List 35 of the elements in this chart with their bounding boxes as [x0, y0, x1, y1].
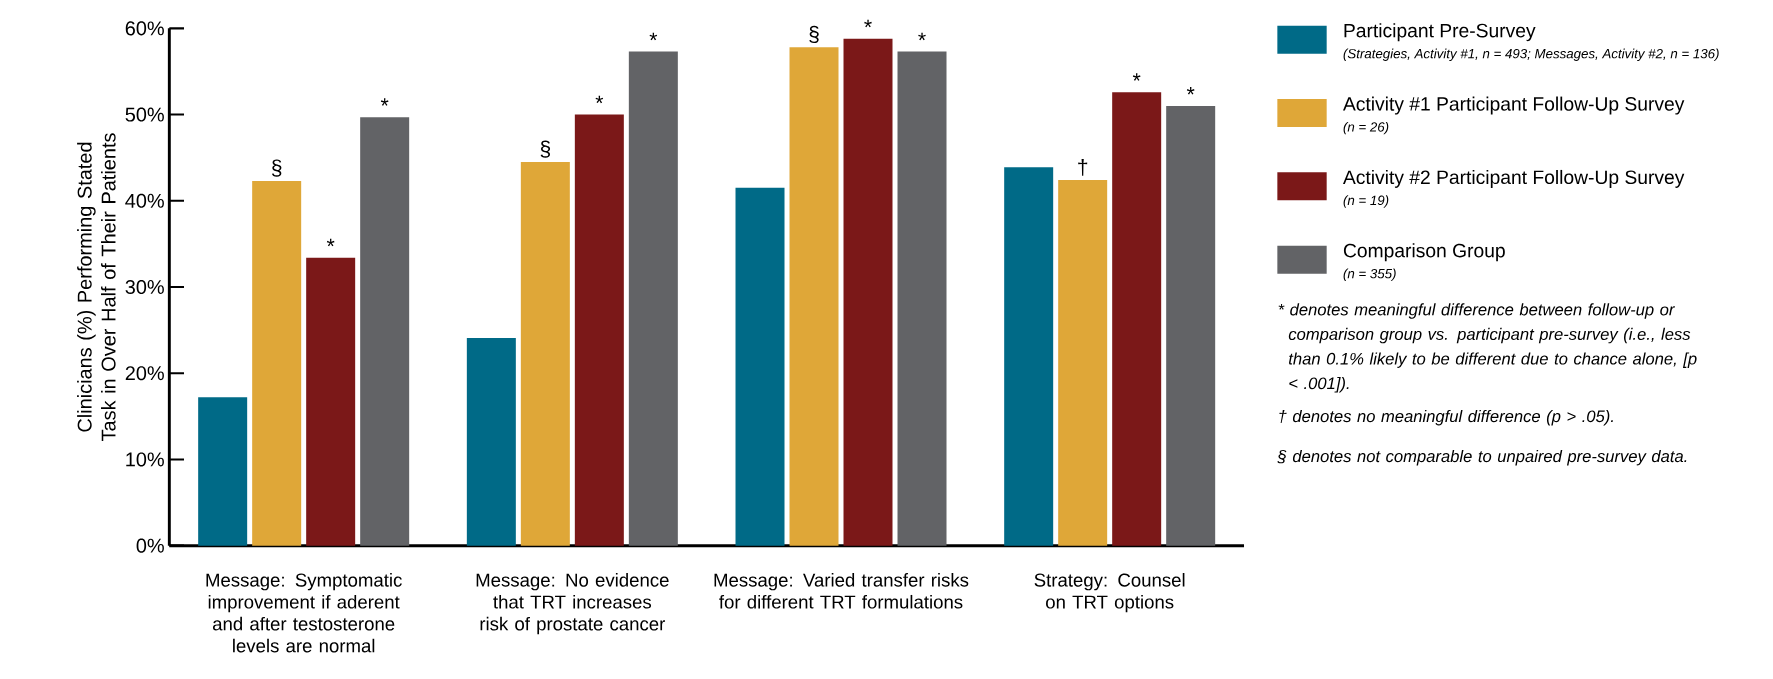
data-label: * [649, 32, 658, 41]
data-label: * [595, 95, 604, 104]
text: (n = 355) [1343, 268, 1396, 281]
y-tick-label: 20% [125, 366, 164, 381]
legend-label: Comparison Group [1343, 243, 1505, 262]
y-tick-label: 10% [126, 452, 164, 467]
text: (n = 19) [1343, 195, 1389, 208]
legend-label: Participant Pre-Survey [1344, 23, 1536, 42]
data-label: † [1078, 158, 1088, 176]
text: † denotes no meaningful difference (p > .05). [1279, 409, 1613, 426]
y-tick-label: 0% [136, 538, 164, 553]
text: (n = 26) [1343, 121, 1389, 135]
data-label: * [864, 19, 872, 28]
data-label: * [1132, 73, 1141, 81]
data-label: § [809, 25, 819, 44]
legend-label: Activity #1 Participant Follow-Up Survey [1342, 96, 1685, 115]
data-label: * [380, 98, 389, 106]
text: * denotes meaningful difference between follow-up or comparison group vs. participant pre-survey (i.e., less than 0.1% likely to be different due to chance alone, [p < .001]). [1278, 303, 1697, 393]
y-tick-label: 60% [125, 21, 164, 36]
y-tick-label: 40% [125, 193, 164, 208]
legend-label: Activity #2 Participant Follow-Up Survey [1342, 169, 1685, 188]
y-axis-title: Clinicians (%) Performing Stated Task in Over Half of Their Patients [77, 133, 116, 442]
y-tick-label: 50% [125, 107, 164, 122]
data-label: * [918, 32, 926, 41]
x-tick-label: Message: Varied transfer risks for different TRT formulations [714, 573, 969, 609]
x-tick-label: Message: No evidence that TRT increases risk of prostate cancer [476, 573, 669, 635]
y-tick-label: 30% [125, 279, 164, 295]
data-label: * [326, 238, 335, 247]
text: § denotes not comparable to unpaired pre-survey data. [1277, 449, 1687, 466]
text: (Strategies, Activity #1, n = 493; Messages, Activity #2, n = 136) [1343, 48, 1719, 61]
data-label: § [271, 159, 282, 177]
x-tick-label: Strategy: Counsel on TRT options [1034, 573, 1185, 613]
data-label: § [540, 140, 551, 158]
data-label: * [1186, 87, 1195, 95]
x-tick-label: Message: Symptomatic improvement if aderent and after testosterone levels are normal [206, 573, 402, 653]
